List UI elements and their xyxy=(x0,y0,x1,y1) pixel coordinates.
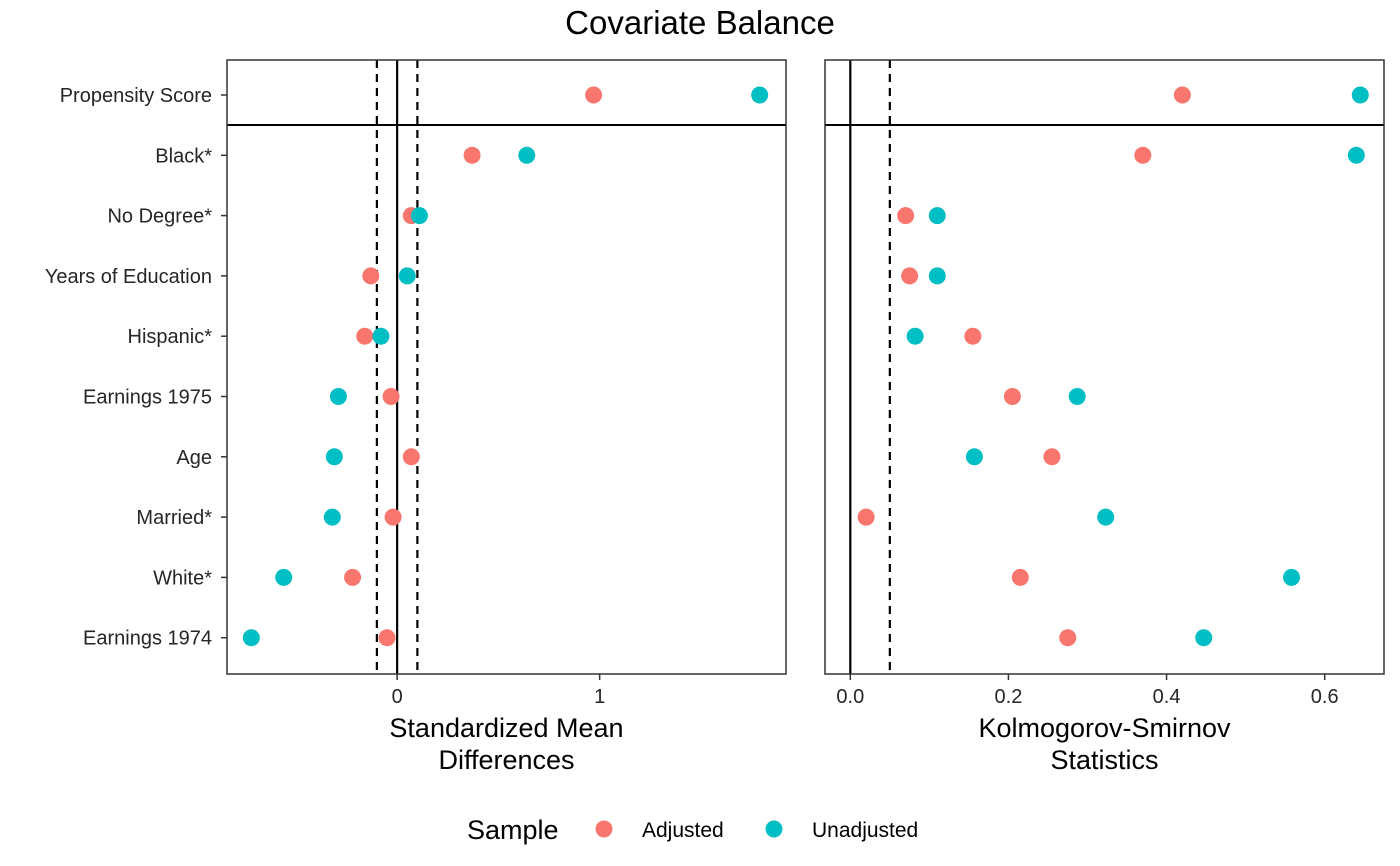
y-tick-label: Earnings 1974 xyxy=(83,628,212,650)
y-tick-label: Black* xyxy=(155,145,212,167)
data-point-unadjusted xyxy=(928,207,946,225)
x-axis-title: Kolmogorov-Smirnov xyxy=(978,713,1231,743)
x-axis-title: Differences xyxy=(438,745,574,775)
data-point-unadjusted xyxy=(325,448,343,466)
data-point-unadjusted xyxy=(1351,86,1369,104)
y-tick-label: Earnings 1975 xyxy=(83,387,212,409)
y-tick-label: Hispanic* xyxy=(128,326,213,348)
legend-label: Adjusted xyxy=(642,819,724,842)
legend-label: Unadjusted xyxy=(812,819,918,842)
data-point-adjusted xyxy=(384,508,402,526)
data-point-unadjusted xyxy=(1068,388,1086,405)
data-point-adjusted xyxy=(1043,448,1061,466)
x-axis-title: Standardized Mean xyxy=(389,713,623,743)
y-tick-label: White* xyxy=(153,567,212,589)
legend-marker xyxy=(595,820,613,838)
y-tick-label: Married* xyxy=(136,507,212,529)
x-axis-title: Statistics xyxy=(1050,745,1158,775)
data-point-adjusted xyxy=(1003,388,1021,405)
data-point-adjusted xyxy=(964,327,982,345)
legend-title: Sample xyxy=(467,815,559,845)
y-tick-label: No Degree* xyxy=(107,206,212,228)
data-point-unadjusted xyxy=(275,568,293,586)
x-tick-label: 0 xyxy=(392,686,403,708)
data-point-unadjusted xyxy=(518,146,536,164)
data-point-unadjusted xyxy=(329,388,347,405)
x-tick-label: 0.6 xyxy=(1311,686,1339,708)
x-tick-label: 0.2 xyxy=(995,686,1023,708)
panel-border xyxy=(824,59,1385,675)
data-point-adjusted xyxy=(901,267,919,285)
data-point-unadjusted xyxy=(1282,568,1300,586)
data-point-unadjusted xyxy=(751,86,769,104)
y-tick-label: Age xyxy=(176,447,212,469)
data-point-unadjusted xyxy=(323,508,341,526)
x-tick-label: 1 xyxy=(594,686,605,708)
data-point-adjusted xyxy=(1134,146,1152,164)
data-point-unadjusted xyxy=(410,207,428,225)
data-point-adjusted xyxy=(857,508,875,526)
data-point-adjusted xyxy=(356,327,374,345)
data-point-adjusted xyxy=(402,448,420,466)
chart-title: Covariate Balance xyxy=(565,4,835,41)
data-point-adjusted xyxy=(1173,86,1191,104)
data-point-adjusted xyxy=(362,267,380,285)
data-point-adjusted xyxy=(382,388,400,405)
x-tick-label: 0.0 xyxy=(836,686,864,708)
x-tick-label: 0.4 xyxy=(1153,686,1181,708)
data-point-adjusted xyxy=(897,207,915,225)
data-point-unadjusted xyxy=(1347,146,1365,164)
data-point-unadjusted xyxy=(965,448,983,466)
panel-border xyxy=(226,59,787,675)
data-point-adjusted xyxy=(1059,629,1077,647)
data-point-adjusted xyxy=(344,568,362,586)
data-point-adjusted xyxy=(378,629,396,647)
legend-marker xyxy=(765,820,783,838)
data-point-adjusted xyxy=(585,86,603,104)
data-point-adjusted xyxy=(463,146,481,164)
data-point-unadjusted xyxy=(398,267,416,285)
data-point-unadjusted xyxy=(372,327,390,345)
data-point-unadjusted xyxy=(1097,508,1115,526)
y-tick-label: Years of Education xyxy=(45,266,212,288)
data-point-unadjusted xyxy=(1195,629,1213,647)
data-point-unadjusted xyxy=(242,629,260,647)
data-point-unadjusted xyxy=(928,267,946,285)
y-tick-label: Propensity Score xyxy=(60,85,212,107)
data-point-unadjusted xyxy=(906,327,924,345)
data-point-adjusted xyxy=(1011,568,1029,586)
